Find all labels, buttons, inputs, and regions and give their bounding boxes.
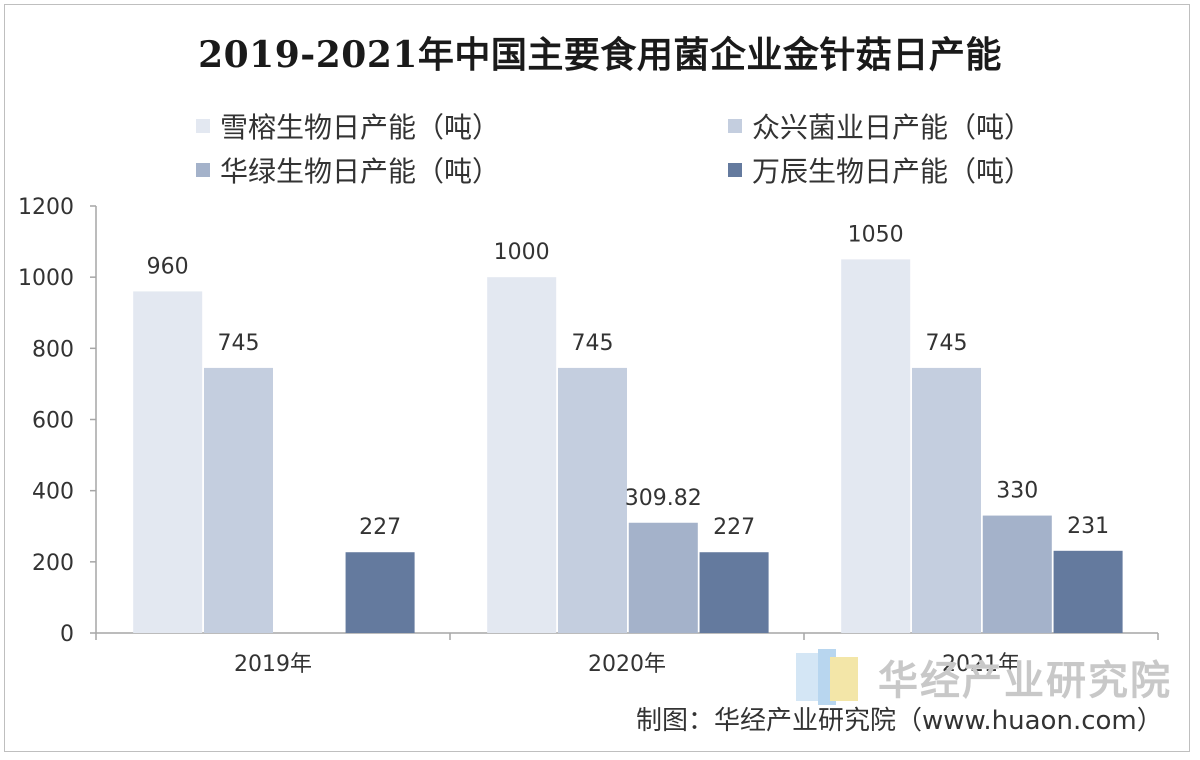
bar: [1053, 550, 1123, 633]
legend-item: 雪榕生物日产能（吨）: [196, 106, 500, 146]
watermark: 华经产业研究院: [796, 648, 1172, 706]
bar: [345, 552, 415, 633]
data-label: 745: [217, 331, 259, 356]
bar: [628, 522, 698, 633]
data-label: 1050: [848, 222, 904, 247]
bar: [203, 367, 273, 633]
legend-swatch: [196, 163, 210, 177]
x-tick-label: 2020年: [588, 652, 666, 677]
data-label: 960: [147, 254, 189, 279]
y-tick-label: 0: [60, 622, 74, 647]
legend-item: 众兴菌业日产能（吨）: [728, 106, 1032, 146]
legend-swatch: [728, 119, 742, 133]
bar: [699, 552, 769, 633]
bar: [557, 367, 627, 633]
y-tick-label: 800: [32, 337, 74, 362]
y-tick-label: 200: [32, 551, 74, 576]
legend-label: 众兴菌业日产能（吨）: [752, 111, 1033, 144]
bar: [841, 259, 911, 633]
bar: [911, 367, 981, 633]
data-label: 309.82: [625, 486, 702, 511]
data-label: 1000: [494, 240, 550, 265]
watermark-text: 华经产业研究院: [878, 658, 1172, 704]
legend-label: 雪榕生物日产能（吨）: [220, 111, 501, 144]
data-label: 745: [571, 331, 613, 356]
data-label: 745: [925, 331, 967, 356]
y-tick-label: 1000: [18, 266, 74, 291]
y-tick-label: 600: [32, 409, 74, 434]
x-tick-label: 2019年: [234, 652, 312, 677]
data-label: 231: [1067, 514, 1109, 539]
legend-item: 华绿生物日产能（吨）: [196, 150, 500, 190]
legend-label: 华绿生物日产能（吨）: [220, 155, 501, 188]
bar: [982, 515, 1052, 633]
source-note: 制图：华经产业研究院（www.huaon.com）: [636, 706, 1163, 736]
legend-label: 万辰生物日产能（吨）: [752, 155, 1033, 188]
data-label: 227: [359, 515, 401, 540]
bar: [487, 277, 557, 633]
data-label: 227: [713, 515, 755, 540]
legend-item: 万辰生物日产能（吨）: [728, 150, 1032, 190]
data-label: 330: [996, 479, 1038, 504]
chart-title: 2019-2021年中国主要食用菌企业金针菇日产能: [198, 34, 1002, 76]
bar: [133, 291, 203, 633]
y-tick-label: 400: [32, 480, 74, 505]
legend-swatch: [728, 163, 742, 177]
legend-swatch: [196, 119, 210, 133]
y-tick-label: 1200: [18, 195, 74, 220]
x-tick-label: 2021年: [942, 652, 1020, 677]
watermark-logo-icon: [796, 649, 860, 705]
